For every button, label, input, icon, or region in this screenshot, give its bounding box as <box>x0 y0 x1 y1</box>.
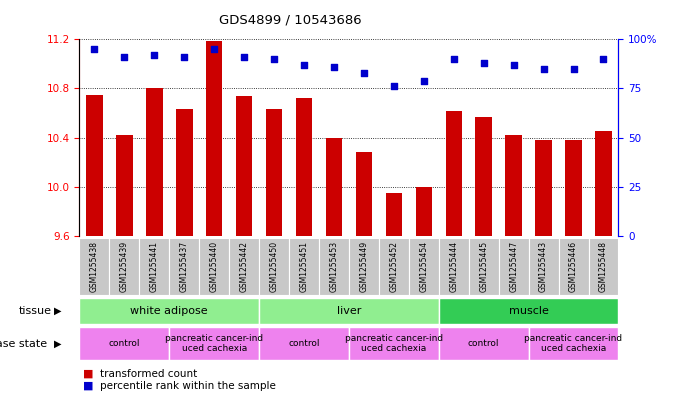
Text: control: control <box>288 339 320 348</box>
Point <box>508 62 519 68</box>
Point <box>568 66 579 72</box>
Bar <box>565 140 582 236</box>
Bar <box>176 109 193 236</box>
Text: GSM1255446: GSM1255446 <box>569 241 578 292</box>
Bar <box>109 238 140 295</box>
Bar <box>505 135 522 236</box>
Bar <box>558 238 589 295</box>
Point <box>149 52 160 58</box>
Bar <box>79 327 169 360</box>
Point <box>328 64 339 70</box>
Text: pancreatic cancer-ind
uced cachexia: pancreatic cancer-ind uced cachexia <box>524 334 623 353</box>
Text: GSM1255453: GSM1255453 <box>330 241 339 292</box>
Bar <box>475 117 492 236</box>
Text: GSM1255452: GSM1255452 <box>389 241 399 292</box>
Point <box>209 46 220 52</box>
Bar <box>169 327 259 360</box>
Bar <box>595 131 612 236</box>
Point <box>89 46 100 52</box>
Bar <box>266 109 283 236</box>
Text: transformed count: transformed count <box>100 369 198 379</box>
Point <box>299 62 310 68</box>
Bar <box>379 238 409 295</box>
Bar <box>319 238 349 295</box>
Point <box>238 54 249 60</box>
Text: GSM1255437: GSM1255437 <box>180 241 189 292</box>
Bar <box>79 238 109 295</box>
Text: pancreatic cancer-ind
uced cachexia: pancreatic cancer-ind uced cachexia <box>345 334 443 353</box>
Bar <box>86 95 103 236</box>
Text: GSM1255444: GSM1255444 <box>449 241 458 292</box>
Point <box>388 83 399 90</box>
Bar <box>116 135 133 236</box>
Bar <box>529 327 618 360</box>
Bar <box>409 238 439 295</box>
Bar <box>439 298 618 324</box>
Point <box>418 77 429 84</box>
Bar <box>415 187 432 236</box>
Text: GSM1255440: GSM1255440 <box>209 241 219 292</box>
Text: muscle: muscle <box>509 306 549 316</box>
Text: pancreatic cancer-ind
uced cachexia: pancreatic cancer-ind uced cachexia <box>165 334 263 353</box>
Bar <box>199 238 229 295</box>
Bar <box>325 138 342 236</box>
Text: tissue: tissue <box>19 306 52 316</box>
Text: GSM1255448: GSM1255448 <box>599 241 608 292</box>
Point <box>179 54 190 60</box>
Point <box>359 70 370 76</box>
Bar <box>236 96 252 236</box>
Text: white adipose: white adipose <box>131 306 208 316</box>
Bar <box>296 98 312 236</box>
Text: percentile rank within the sample: percentile rank within the sample <box>100 381 276 391</box>
Bar <box>79 298 259 324</box>
Text: GSM1255442: GSM1255442 <box>240 241 249 292</box>
Text: GSM1255443: GSM1255443 <box>539 241 548 292</box>
Text: GSM1255454: GSM1255454 <box>419 241 428 292</box>
Bar <box>439 238 468 295</box>
Bar <box>446 110 462 236</box>
Point <box>119 54 130 60</box>
Bar <box>229 238 259 295</box>
Bar <box>356 152 372 236</box>
Text: GSM1255441: GSM1255441 <box>150 241 159 292</box>
Bar <box>499 238 529 295</box>
Text: control: control <box>108 339 140 348</box>
Bar <box>349 327 439 360</box>
Bar <box>468 238 499 295</box>
Text: control: control <box>468 339 500 348</box>
Text: GSM1255449: GSM1255449 <box>359 241 368 292</box>
Bar <box>529 238 558 295</box>
Text: disease state: disease state <box>0 339 47 349</box>
Bar <box>206 40 223 236</box>
Text: ■: ■ <box>83 381 93 391</box>
Bar <box>289 238 319 295</box>
Point <box>478 60 489 66</box>
Bar <box>140 238 169 295</box>
Text: GSM1255450: GSM1255450 <box>269 241 278 292</box>
Bar <box>589 238 618 295</box>
Text: liver: liver <box>337 306 361 316</box>
Text: GSM1255439: GSM1255439 <box>120 241 129 292</box>
Bar <box>439 327 529 360</box>
Text: ▶: ▶ <box>54 306 61 316</box>
Text: GSM1255447: GSM1255447 <box>509 241 518 292</box>
Point <box>269 56 280 62</box>
Point <box>448 56 460 62</box>
Bar <box>386 193 402 236</box>
Text: GSM1255438: GSM1255438 <box>90 241 99 292</box>
Bar <box>259 238 289 295</box>
Bar <box>259 327 349 360</box>
Text: GSM1255451: GSM1255451 <box>299 241 309 292</box>
Bar <box>349 238 379 295</box>
Bar <box>146 88 162 236</box>
Text: GSM1255445: GSM1255445 <box>479 241 489 292</box>
Point <box>538 66 549 72</box>
Text: ■: ■ <box>83 369 93 379</box>
Bar <box>259 298 439 324</box>
Point <box>598 56 609 62</box>
Bar <box>169 238 199 295</box>
Text: ▶: ▶ <box>54 339 61 349</box>
Text: GDS4899 / 10543686: GDS4899 / 10543686 <box>219 14 361 27</box>
Bar <box>536 140 552 236</box>
